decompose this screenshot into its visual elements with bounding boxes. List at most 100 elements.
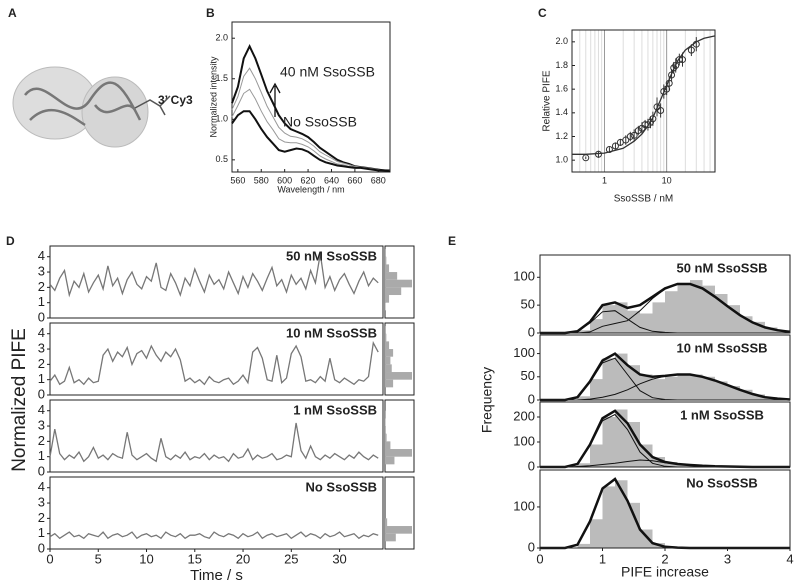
- side-histogram-bar: [385, 433, 387, 442]
- histogram-bar: [702, 285, 715, 333]
- histogram-bar: [690, 280, 703, 333]
- x-tick-label: 2: [661, 551, 668, 566]
- histogram-bar: [652, 379, 665, 400]
- panel-label: A: [8, 6, 17, 20]
- y-tick-label: 3: [38, 340, 45, 355]
- histogram-bar: [665, 291, 678, 333]
- protein-structure: [12, 66, 171, 148]
- side-histogram-bar: [385, 356, 391, 365]
- trace-line: [49, 253, 379, 298]
- panel-title: 50 nM SsoSSB: [286, 248, 377, 263]
- histogram-bar: [690, 374, 703, 400]
- panel-title: No SsoSSB: [686, 475, 758, 490]
- x-tick-label: 1: [599, 551, 606, 566]
- histogram-bar: [640, 444, 653, 467]
- y-tick-label: 2: [38, 433, 45, 448]
- histogram-bar: [640, 374, 653, 400]
- data-point: [649, 115, 657, 123]
- histogram-bar: [665, 376, 678, 400]
- dye-structure: [134, 95, 171, 116]
- plot-frame: [384, 476, 415, 550]
- y-tick-label: 0: [528, 458, 535, 473]
- histogram-bar: [615, 409, 628, 467]
- spectrum-line: [231, 88, 391, 172]
- plot-frame: [571, 29, 716, 173]
- y-tick-label: 0: [528, 539, 535, 554]
- side-histogram-bar: [385, 518, 388, 527]
- fit-total: [540, 282, 791, 335]
- panel-title: 50 nM SsoSSB: [676, 260, 767, 275]
- x-tick-label: 620: [301, 175, 316, 185]
- y-tick-label: 1: [38, 525, 45, 540]
- histogram-bar: [577, 543, 590, 548]
- y-tick-label: 1.5: [215, 73, 228, 83]
- histogram-bar: [577, 463, 590, 467]
- annotation: 40 nM SsoSSB: [280, 64, 375, 80]
- y-tick-label: 1.6: [555, 84, 568, 94]
- x-axis-label: SsoSSB / nM: [614, 194, 673, 205]
- y-tick-label: 0.5: [215, 154, 228, 164]
- side-histogram-bar: [385, 272, 398, 280]
- side-histogram-bar: [385, 533, 396, 542]
- side-histogram-bar: [385, 333, 387, 342]
- side-histogram-bar: [385, 287, 402, 296]
- y-axis-label: Relative PIFE: [542, 70, 553, 131]
- data-point: [626, 133, 634, 140]
- y-tick-label: 1.0: [555, 155, 568, 165]
- x-tick-label: 10: [139, 551, 153, 566]
- x-tick-label: 10: [662, 175, 672, 185]
- plot-frame: [49, 322, 384, 396]
- histogram-bar: [627, 502, 640, 548]
- x-tick-label: 680: [371, 175, 386, 185]
- side-histogram-bar: [385, 295, 390, 303]
- y-tick-label: 4: [38, 402, 45, 417]
- side-histogram-bar: [385, 349, 394, 357]
- histogram-bar: [590, 379, 603, 400]
- panel-title: 10 nM SsoSSB: [286, 325, 377, 340]
- histogram-bar: [665, 462, 678, 467]
- panel-title: 1 nM SsoSSB: [680, 407, 764, 422]
- x-tick-label: 3: [724, 551, 731, 566]
- y-tick-label: 0: [38, 540, 45, 555]
- y-tick-label: 3: [38, 263, 45, 278]
- panel-label: C: [538, 6, 547, 20]
- data-point: [692, 40, 700, 48]
- panel-label: E: [448, 234, 456, 248]
- histogram-bar: [602, 305, 615, 333]
- side-histogram-bar: [385, 364, 392, 373]
- y-tick-label: 100: [513, 433, 535, 448]
- y-axis-label: Frequency: [479, 367, 495, 433]
- x-axis-label: PIFE increase: [621, 564, 709, 580]
- data-point: [594, 150, 602, 158]
- data-point: [653, 103, 661, 111]
- histogram-bar: [715, 381, 728, 400]
- x-tick-label: 20: [236, 551, 250, 566]
- histogram-bar: [677, 374, 690, 400]
- plot-frame: [539, 254, 791, 334]
- data-point: [605, 146, 613, 154]
- y-tick-label: 1: [38, 371, 45, 386]
- fit-total: [540, 352, 791, 402]
- y-tick-label: 1.8: [555, 60, 568, 70]
- y-tick-label: 200: [513, 408, 535, 423]
- y-tick-label: 2: [38, 279, 45, 294]
- y-axis-label: Normalized intensity: [208, 56, 218, 138]
- x-tick-label: 5: [95, 551, 102, 566]
- data-point: [634, 127, 642, 135]
- panel-label: D: [6, 234, 15, 248]
- histogram-bar: [615, 353, 628, 400]
- x-tick-label: 25: [284, 551, 298, 566]
- histogram-bar: [577, 330, 590, 333]
- histogram-bar: [590, 519, 603, 548]
- histogram-bar: [702, 376, 715, 400]
- arrow: [269, 82, 281, 117]
- y-tick-label: 0: [38, 386, 45, 401]
- side-histogram-bar: [385, 449, 412, 457]
- y-tick-label: 4: [38, 248, 45, 263]
- plot-frame: [49, 399, 384, 473]
- y-tick-label: 0: [38, 463, 45, 478]
- side-histogram-bar: [385, 418, 386, 427]
- annotation: No SsoSSB: [283, 114, 357, 130]
- side-histogram-bar: [385, 426, 386, 434]
- protein-blob: [81, 76, 149, 148]
